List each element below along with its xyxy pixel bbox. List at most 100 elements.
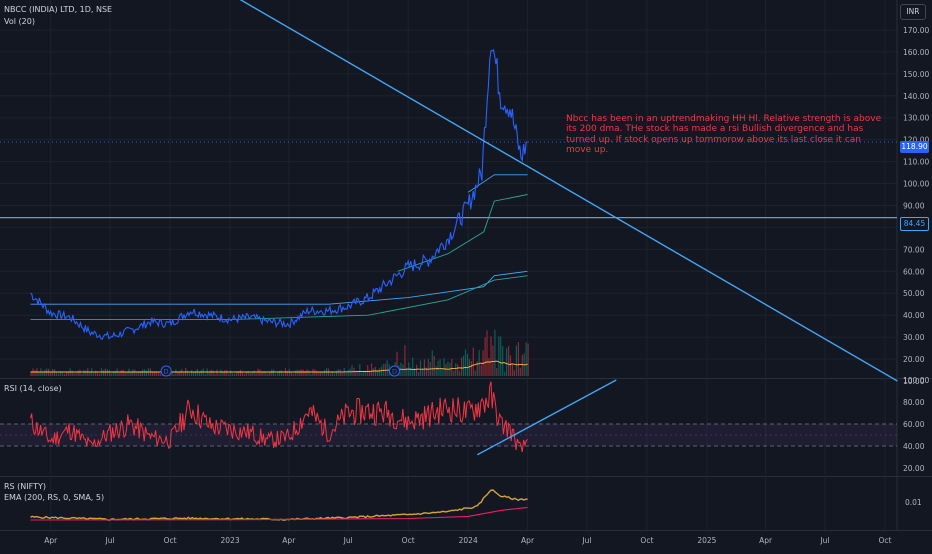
dividend-event-circle [388,365,400,377]
volume-bar [277,372,279,376]
volume-bar [171,372,173,376]
volume-bar [435,365,437,376]
time-tick-label: Apr [759,536,773,545]
volume-bar [509,355,512,376]
volume-bar [464,349,467,376]
price-tick-label: 40.00 [903,311,925,320]
rsi-indicator-label[interactable]: RSI (14, close) [4,384,62,393]
volume-bar [418,372,420,376]
axes: 170.00 160.00 150.00 140.00 130.00 120.00 110.… [44,26,929,545]
price-tick-label: 150.00 [903,70,929,79]
volume-bar [488,358,490,376]
annotation-note[interactable]: Nbcc has been in an uptrendmaking HH Hl.… [566,114,882,156]
rsi-trendline[interactable] [476,379,617,456]
time-tick-label: Jul [343,536,353,545]
moving-average-line [30,270,528,305]
volume-ma-line [30,360,528,373]
volume-bar [374,367,377,376]
volume-indicator-label[interactable]: Vol (20) [4,17,35,26]
volume-bar [130,372,132,376]
volume-bar [496,368,498,376]
volume-bar [106,369,108,376]
price-tick-label: 70.00 [903,245,925,254]
price-tick-label: 100.00 [903,180,929,189]
volume-bar [378,368,380,376]
volume-bar [384,363,386,376]
volume-bar [347,370,349,376]
volume-bar [55,372,58,376]
volume-bar [99,373,101,376]
volume-bar [337,369,339,376]
volume-bar [93,373,95,376]
volume-bar [363,370,365,376]
volume-bar [402,364,404,376]
volume-bar [355,370,357,376]
volume-bar [204,373,206,376]
volume-bar [255,373,257,376]
volume-bar [339,369,341,376]
symbol-title[interactable]: NBCC (INDIA) LTD, 1D, NSE [4,5,113,14]
rsi-line [30,381,528,453]
volume-bar [145,370,148,376]
volume-bar [310,373,312,376]
volume-bar [120,370,122,376]
rsi-tick-label: 40.00 [903,442,925,451]
volume-bar [511,364,514,376]
rs-indicator-label[interactable]: RS (NIFTY) [4,482,46,491]
last-price-tag: 118.90 [900,141,929,153]
volume-bar [517,342,519,376]
volume-bar [210,369,212,376]
volume-bar [331,371,333,376]
volume-bar [108,370,110,376]
volume-bar [425,367,427,376]
currency-badge[interactable]: INR [900,4,926,20]
volume-bar [224,370,226,376]
volume-bar [476,361,478,376]
price-line [30,48,528,341]
volume-bar [57,373,60,376]
volume-bar [183,372,185,376]
price-tick-label: 10.00 [903,377,925,386]
volume-bar [357,372,359,376]
price-tick-label: 30.00 [903,333,925,342]
volume-bar [412,357,414,376]
volume-bar [230,370,232,376]
volume-bar [500,336,502,376]
volume-bar [234,373,236,376]
volume-bar [322,371,324,376]
price-trendline[interactable] [179,0,898,382]
volume-bar [316,370,318,376]
volume-bar [42,371,44,376]
volume-bar [410,367,412,376]
volume-bar [79,369,81,376]
volume-bar [216,369,218,376]
volume-bar [296,369,298,376]
volume-bar [365,370,367,376]
volume-bar [187,370,189,376]
volume-bar [44,369,46,376]
volume-bar [478,350,480,376]
volume-bar [77,370,79,376]
volume-bar [457,364,459,376]
volume-bar [515,345,517,376]
volume-bar [470,361,472,376]
volume-bar [484,337,486,376]
volume-bar [329,373,332,376]
time-tick-label: Apr [521,536,535,545]
volume-bar [359,364,361,376]
volume-bar [320,371,322,376]
volume-bar [194,370,197,376]
volume-bar [371,363,373,376]
volume-bar [416,364,418,376]
volume-bar [290,372,292,376]
volume-bar [294,370,296,376]
volume-bar [468,359,470,376]
volume-bar [265,371,267,376]
ema-indicator-label[interactable]: EMA (200, RS, 0, SMA, 5) [4,493,105,502]
moving-averages [30,174,528,321]
volume-bar [300,369,302,376]
volume-bar [261,371,263,376]
volume-bar [490,336,492,376]
volume-bar [306,369,308,376]
